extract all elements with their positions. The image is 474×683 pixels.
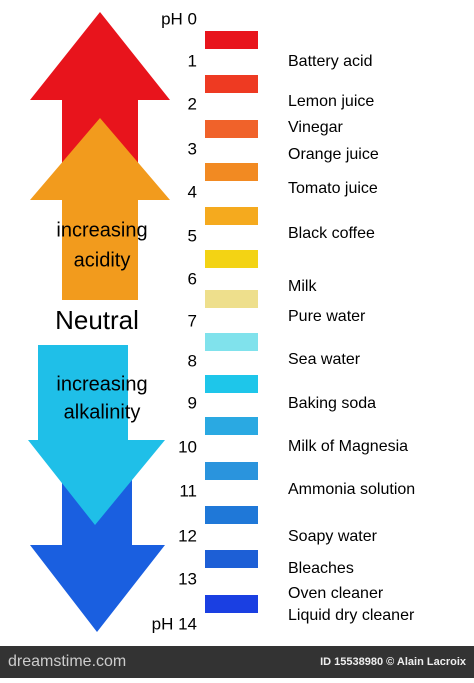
substance-label: Vinegar [288, 119, 344, 136]
ph-label: 9 [188, 393, 197, 412]
substance-label: Baking soda [288, 395, 376, 412]
ph-label: 2 [188, 94, 197, 113]
ph-swatch [205, 462, 258, 480]
ph-swatch [205, 375, 258, 393]
ph-swatch [205, 550, 258, 568]
substance-label: Soapy water [288, 528, 378, 545]
ph-swatch [205, 120, 258, 138]
acid-text: increasing [56, 219, 147, 241]
ph-swatch [205, 333, 258, 351]
alkaline-text: alkalinity [64, 401, 141, 423]
ph-swatch [205, 31, 258, 49]
ph-label: 13 [178, 569, 197, 588]
ph-label: 5 [188, 226, 197, 245]
ph-swatch [205, 595, 258, 613]
alkaline-arrow-cyan [28, 345, 165, 525]
substance-label: Black coffee [288, 225, 375, 242]
substance-label: Sea water [288, 351, 361, 368]
ph-label: 6 [188, 269, 197, 288]
footer-site: dreamstime.com [8, 653, 126, 670]
neutral-text: Neutral [55, 305, 139, 335]
substance-label: Bleaches [288, 560, 354, 577]
substance-label: Ammonia solution [288, 481, 415, 498]
acid-text: acidity [74, 249, 131, 271]
ph-label: 10 [178, 437, 197, 456]
ph-label: pH 14 [152, 614, 197, 633]
substance-label: Orange juice [288, 146, 379, 163]
alkaline-arrow-blue [30, 480, 165, 632]
ph-label: 1 [188, 51, 197, 70]
substance-label: Oven cleaner [288, 585, 384, 602]
alkaline-text: increasing [56, 373, 147, 395]
substance-label: Battery acid [288, 53, 372, 70]
ph-label: pH 0 [161, 9, 197, 28]
ph-label: 8 [188, 351, 197, 370]
ph-label: 12 [178, 526, 197, 545]
footer-bar [0, 646, 474, 678]
substance-label: Milk of Magnesia [288, 438, 408, 455]
acid-arrow-orange [30, 118, 170, 300]
substance-label: Liquid dry cleaner [288, 607, 415, 624]
ph-label: 11 [179, 481, 197, 500]
ph-label: 3 [188, 139, 197, 158]
ph-label: 4 [188, 182, 197, 201]
ph-swatch [205, 417, 258, 435]
ph-swatch [205, 506, 258, 524]
footer-credit: ID 15538980 © Alain Lacroix [320, 656, 467, 668]
ph-swatch [205, 75, 258, 93]
ph-swatch [205, 207, 258, 225]
ph-swatch [205, 250, 258, 268]
ph-swatch [205, 163, 258, 181]
ph-swatch [205, 290, 258, 308]
substance-label: Lemon juice [288, 93, 374, 110]
ph-label: 7 [188, 311, 197, 330]
substance-label: Pure water [288, 308, 366, 325]
substance-label: Tomato juice [288, 180, 378, 197]
substance-label: Milk [288, 278, 317, 295]
